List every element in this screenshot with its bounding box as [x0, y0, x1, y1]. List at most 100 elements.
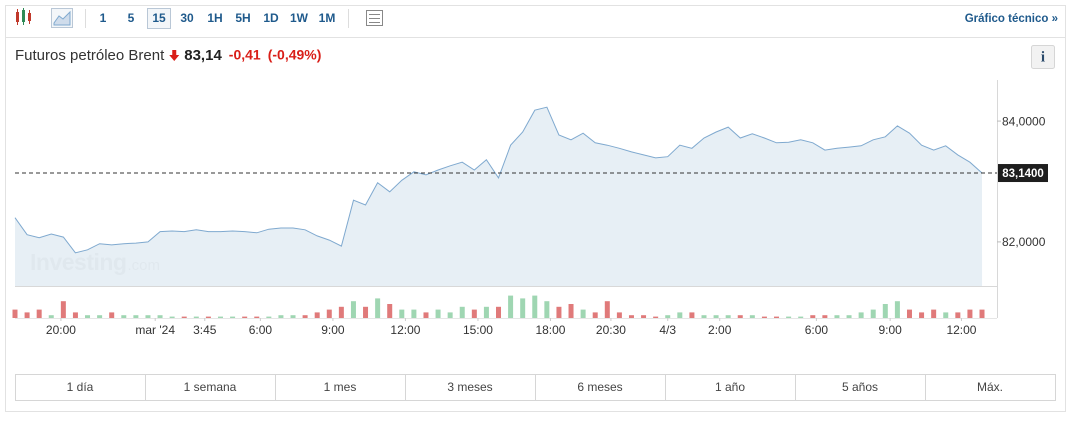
interval-button[interactable]: 30	[180, 11, 194, 25]
interval-button[interactable]: 15	[152, 11, 166, 25]
volume-bar	[338, 306, 344, 318]
volume-bar	[350, 301, 356, 318]
interval-selected	[147, 8, 171, 29]
volume-bar	[737, 315, 743, 318]
info-label: i	[1041, 49, 1045, 65]
volume-bar	[133, 315, 139, 318]
last-price-box	[998, 164, 1048, 183]
volume-bar	[254, 316, 260, 318]
table-icon[interactable]	[366, 10, 383, 26]
x-tick-label: 9:00	[321, 323, 345, 337]
x-tick-label: 9:00	[878, 323, 902, 337]
volume-bar	[556, 306, 562, 318]
candle-icon[interactable]	[16, 8, 31, 25]
range-button[interactable]: 3 meses	[447, 380, 492, 394]
volume-bar	[931, 309, 937, 318]
volume-bar	[423, 312, 429, 318]
volume-bar	[725, 315, 731, 318]
x-tick-label: 12:00	[390, 323, 420, 337]
interval-button[interactable]: 1	[100, 11, 107, 25]
volume-bar	[628, 315, 634, 318]
volume-bar	[653, 316, 659, 318]
volume-bar	[157, 315, 163, 318]
volume-bar	[97, 315, 103, 318]
down-arrow	[169, 50, 180, 61]
range-buttons: 1 día 1 semana 1 mes 3 meses 6 meses 1 año 5 a…	[15, 374, 1056, 401]
price: 83,14	[184, 47, 222, 64]
volume-bar	[447, 312, 453, 318]
range-button[interactable]: 1 semana	[184, 380, 237, 394]
range-button[interactable]: Máx.	[977, 380, 1003, 394]
volume-bar	[919, 312, 925, 318]
volume-bar	[145, 315, 151, 318]
volume-bar	[713, 315, 719, 318]
range-button[interactable]: 1 mes	[324, 380, 357, 394]
volume-bar	[12, 309, 18, 318]
technical-chart-link[interactable]: Gráfico técnico »	[965, 13, 1058, 25]
volume-bar	[641, 315, 647, 318]
volume-bar	[544, 301, 550, 318]
volume-bar	[580, 309, 586, 318]
volume-bar	[483, 306, 489, 318]
volume-bar	[266, 316, 272, 318]
interval-button[interactable]: 1H	[207, 11, 222, 25]
volume-bar	[592, 312, 598, 318]
volume-bar	[205, 316, 211, 318]
volume-bar	[979, 309, 985, 318]
range-button[interactable]: 1 día	[67, 380, 94, 394]
last-price-label: 83,1400	[1002, 168, 1044, 180]
x-tick-label: 6:00	[249, 323, 273, 337]
volume-bar	[858, 312, 864, 318]
volume-bar	[471, 309, 477, 318]
volume-bar	[326, 309, 332, 318]
volume-bar	[363, 306, 369, 318]
interval-buttons: 1 5 15 30 1H 5H 1D 1W 1M	[100, 8, 336, 29]
volume-bar	[36, 309, 42, 318]
icon-part	[53, 10, 71, 26]
volume-bar	[834, 315, 840, 318]
volume-bar	[121, 315, 127, 318]
volume-bar	[230, 316, 236, 318]
volume-bar	[677, 312, 683, 318]
range-button[interactable]: 1 año	[715, 380, 745, 394]
volume-bar	[48, 315, 54, 318]
volume-bar	[72, 312, 78, 318]
range-button[interactable]: 6 meses	[577, 380, 622, 394]
interval-button[interactable]: 5	[128, 11, 135, 25]
price-area	[15, 107, 983, 286]
volume-bar	[278, 315, 284, 318]
volume-bar	[665, 315, 671, 318]
volume-bar	[906, 309, 912, 318]
area-icon[interactable]	[51, 8, 73, 28]
volume-bar	[882, 304, 888, 318]
volume-bar	[532, 295, 538, 318]
volume-bar	[375, 298, 381, 318]
range-button[interactable]: 5 años	[842, 380, 878, 394]
x-tick-label: 12:00	[946, 323, 976, 337]
volume-bar	[774, 316, 780, 318]
volume-bar	[302, 315, 308, 318]
interval-button[interactable]: 1M	[319, 11, 336, 25]
volume-bar	[894, 301, 900, 318]
volume-bar	[689, 312, 695, 318]
volume-bar	[435, 309, 441, 318]
volume-bar	[943, 312, 949, 318]
y-tick-label: 82,0000	[1002, 235, 1046, 249]
volume-bar	[85, 315, 91, 318]
interval-button[interactable]: 5H	[235, 11, 250, 25]
volume-bar	[798, 316, 804, 318]
x-tick-label: 15:00	[463, 323, 493, 337]
volume-bar	[60, 301, 66, 318]
interval-button[interactable]: 1D	[263, 11, 279, 25]
x-tick-label: 6:00	[805, 323, 829, 337]
volume-bar	[749, 315, 755, 318]
volume-bar	[399, 309, 405, 318]
x-tick-label: 20:30	[596, 323, 626, 337]
volume-bar	[810, 315, 816, 318]
interval-button[interactable]: 1W	[290, 11, 309, 25]
price-line	[14, 106, 983, 254]
x-tick-label: 2:00	[708, 323, 732, 337]
info-button[interactable]	[1031, 45, 1055, 69]
instrument-name: Futuros petróleo Brent	[15, 47, 165, 64]
